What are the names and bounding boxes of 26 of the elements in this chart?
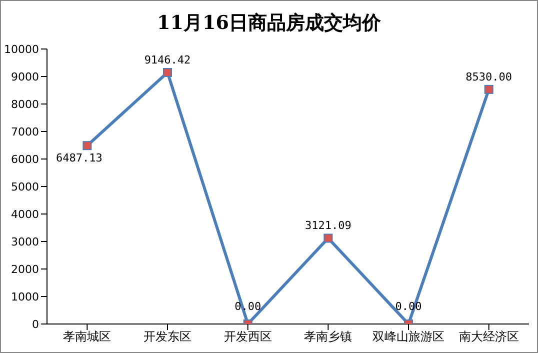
x-tick-label: 南大经济区 <box>458 330 519 344</box>
y-tick-label: 8000 <box>11 98 39 111</box>
point <box>82 141 92 150</box>
point <box>163 68 172 77</box>
y-tick-label: 0 <box>32 318 39 331</box>
y-tick-label: 4000 <box>11 208 39 221</box>
x-tick-label: 双峰山旅游区 <box>372 330 444 344</box>
point <box>324 234 333 243</box>
text: 6487.13 <box>56 152 102 165</box>
x-tick-label: 孝南乡镇 <box>304 330 352 344</box>
y-tick-label: 6000 <box>11 152 39 166</box>
y-tick-label: 7000 <box>11 125 39 138</box>
y-tick-label: 2000 <box>11 262 39 276</box>
chart-title: 11月16日商品房成交均价 <box>156 11 382 36</box>
y-tick-label: 9000 <box>11 70 39 84</box>
y-tick-label: 1000 <box>11 290 39 304</box>
x-tick-label: 孝南城区 <box>63 330 112 344</box>
text: 9146.42 <box>144 53 191 66</box>
y-tick-label: 10000 <box>4 42 39 56</box>
point <box>484 84 494 94</box>
x-tick-label: 开发东区 <box>144 330 192 344</box>
y-tick-label: 5000 <box>11 180 39 194</box>
text: 8530.00 <box>466 70 512 84</box>
text: 3121.09 <box>304 219 352 232</box>
x-tick-label: 开发西区 <box>224 330 272 344</box>
y-tick-label: 3000 <box>11 235 39 248</box>
